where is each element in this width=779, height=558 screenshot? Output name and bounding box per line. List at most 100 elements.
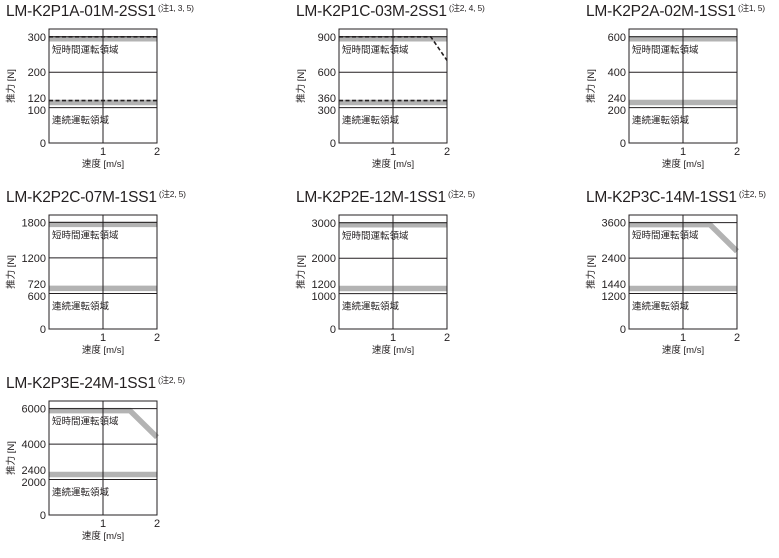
y-tick-label: 100 <box>28 105 46 117</box>
plot-frame <box>48 214 158 330</box>
thrust-dashed-line <box>339 35 448 61</box>
chart-title: LM-K2P1A-01M-2SS1 (注1, 3, 5) <box>6 3 194 21</box>
model-name: LM-K2P2A-02M-1SS1 <box>586 3 736 20</box>
note-reference: (注2, 5) <box>738 189 766 199</box>
short-time-region-label: 短時間運転領域 <box>342 44 409 56</box>
y-tick-label: 2400 <box>602 253 626 265</box>
y-tick-label: 360 <box>318 93 336 105</box>
x-tick-label: 2 <box>154 332 160 344</box>
y-tick-label: 0 <box>620 138 626 150</box>
short-time-region-label: 短時間運転領域 <box>632 44 699 56</box>
y-tick-label: 0 <box>40 138 46 150</box>
chart-title: LM-K2P2E-12M-1SS1 (注2, 5) <box>296 189 475 207</box>
chart-title: LM-K2P1C-03M-2SS1 (注2, 4, 5) <box>296 3 485 21</box>
note-reference: (注2, 5) <box>447 189 475 199</box>
chart-title: LM-K2P2C-07M-1SS1 (注2, 5) <box>6 189 186 207</box>
x-axis-label: 速度 [m/s] <box>82 344 124 356</box>
x-tick-label: 2 <box>154 518 160 530</box>
y-tick-label: 2400 <box>22 465 46 477</box>
y-tick-label: 900 <box>318 32 336 44</box>
short-time-region-label: 短時間運転領域 <box>52 44 119 56</box>
y-tick-label: 120 <box>28 93 46 105</box>
model-name: LM-K2P2E-12M-1SS1 <box>296 189 446 206</box>
thrust-band-line <box>629 221 739 254</box>
model-name: LM-K2P2C-07M-1SS1 <box>6 189 157 206</box>
x-tick-label: 2 <box>444 146 450 158</box>
thrust-chart: LM-K2P2A-02M-1SS1 (注1, 5) 600 400 240 200 0 1 2 速… <box>580 0 779 186</box>
y-tick-label: 300 <box>28 32 46 44</box>
y-tick-label: 1200 <box>22 253 46 265</box>
x-tick-label: 1 <box>680 146 686 158</box>
y-tick-label: 1000 <box>312 291 336 303</box>
model-name: LM-K2P1C-03M-2SS1 <box>296 3 447 20</box>
thrust-chart: LM-K2P2C-07M-1SS1 (注2, 5) 1800 1200 720 600 0 1… <box>0 186 290 372</box>
continuous-region-label: 連続運転領域 <box>632 115 690 127</box>
y-axis-label: 推力 [N] <box>585 69 597 103</box>
y-tick-label: 4000 <box>22 439 46 451</box>
plot-frame <box>628 214 738 330</box>
y-tick-label: 2000 <box>312 253 336 265</box>
y-tick-label: 240 <box>608 93 626 105</box>
y-axis-label: 推力 [N] <box>5 441 17 475</box>
continuous-region-label: 連続運転領域 <box>52 300 110 312</box>
plot-frame <box>628 28 738 144</box>
x-axis-label: 速度 [m/s] <box>82 158 124 170</box>
y-tick-label: 6000 <box>22 404 46 416</box>
x-axis-label: 速度 [m/s] <box>662 344 704 356</box>
short-time-region-label: 短時間運転領域 <box>52 416 119 428</box>
y-tick-label: 600 <box>608 32 626 44</box>
y-tick-label: 2000 <box>22 477 46 489</box>
note-reference: (注1, 3, 5) <box>157 3 194 13</box>
note-reference: (注1, 5) <box>737 3 765 13</box>
y-tick-label: 0 <box>620 324 626 336</box>
thrust-chart: LM-K2P2E-12M-1SS1 (注2, 5) 3000 2000 1200 1000… <box>290 186 580 372</box>
continuous-region-label: 連続運転領域 <box>342 301 400 313</box>
note-reference: (注2, 5) <box>157 375 185 385</box>
y-tick-label: 1800 <box>22 217 46 229</box>
model-name: LM-K2P3C-14M-1SS1 <box>586 189 737 206</box>
note-reference: (注2, 5) <box>158 189 186 199</box>
plot-frame <box>338 214 448 330</box>
y-tick-label: 0 <box>330 324 336 336</box>
continuous-region-label: 連続運転領域 <box>52 115 110 127</box>
thrust-chart: LM-K2P3E-24M-1SS1 (注2, 5) 6000 4000 2400 2000… <box>0 372 290 558</box>
chart-title: LM-K2P3E-24M-1SS1 (注2, 5) <box>6 375 185 393</box>
chart-title: LM-K2P3C-14M-1SS1 (注2, 5) <box>586 189 766 207</box>
x-tick-label: 1 <box>390 146 396 158</box>
y-tick-label: 200 <box>608 105 626 117</box>
model-name: LM-K2P3E-24M-1SS1 <box>6 375 156 392</box>
x-tick-label: 1 <box>100 518 106 530</box>
plot-frame <box>338 28 448 144</box>
x-tick-label: 1 <box>390 332 396 344</box>
x-tick-label: 1 <box>100 332 106 344</box>
y-axis-label: 推力 [N] <box>585 255 597 289</box>
y-tick-label: 1200 <box>602 291 626 303</box>
note-reference: (注2, 4, 5) <box>448 3 485 13</box>
y-tick-label: 0 <box>40 510 46 522</box>
short-time-region-label: 短時間運転領域 <box>342 230 409 242</box>
model-name: LM-K2P1A-01M-2SS1 <box>6 3 156 20</box>
chart-title: LM-K2P2A-02M-1SS1 (注1, 5) <box>586 3 765 21</box>
thrust-band-line <box>49 407 159 440</box>
y-tick-label: 3600 <box>602 218 626 230</box>
thrust-chart: LM-K2P1C-03M-2SS1 (注2, 4, 5) 900 600 360 300 0… <box>290 0 580 186</box>
y-tick-label: 600 <box>318 67 336 79</box>
x-tick-label: 2 <box>734 146 740 158</box>
y-axis-label: 推力 [N] <box>295 69 307 103</box>
y-tick-label: 1440 <box>602 279 626 291</box>
y-axis-label: 推力 [N] <box>5 255 17 289</box>
y-axis-label: 推力 [N] <box>295 255 307 289</box>
thrust-chart: LM-K2P3C-14M-1SS1 (注2, 5) 3600 2400 1440 1200… <box>580 186 779 372</box>
thrust-chart: LM-K2P1A-01M-2SS1 (注1, 3, 5) 300 200 120 100 0… <box>0 0 290 186</box>
y-tick-label: 400 <box>608 67 626 79</box>
x-axis-label: 速度 [m/s] <box>82 530 124 542</box>
x-tick-label: 2 <box>734 332 740 344</box>
x-axis-label: 速度 [m/s] <box>372 158 414 170</box>
x-tick-label: 2 <box>444 332 450 344</box>
